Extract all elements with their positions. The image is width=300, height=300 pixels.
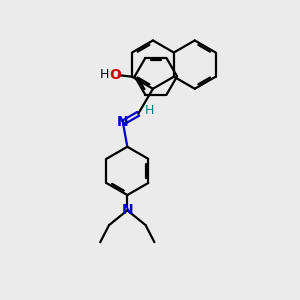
Text: N: N (122, 203, 133, 218)
Text: N: N (117, 115, 128, 129)
Text: O: O (109, 68, 121, 82)
Text: H: H (145, 104, 154, 117)
Text: H: H (100, 68, 109, 81)
